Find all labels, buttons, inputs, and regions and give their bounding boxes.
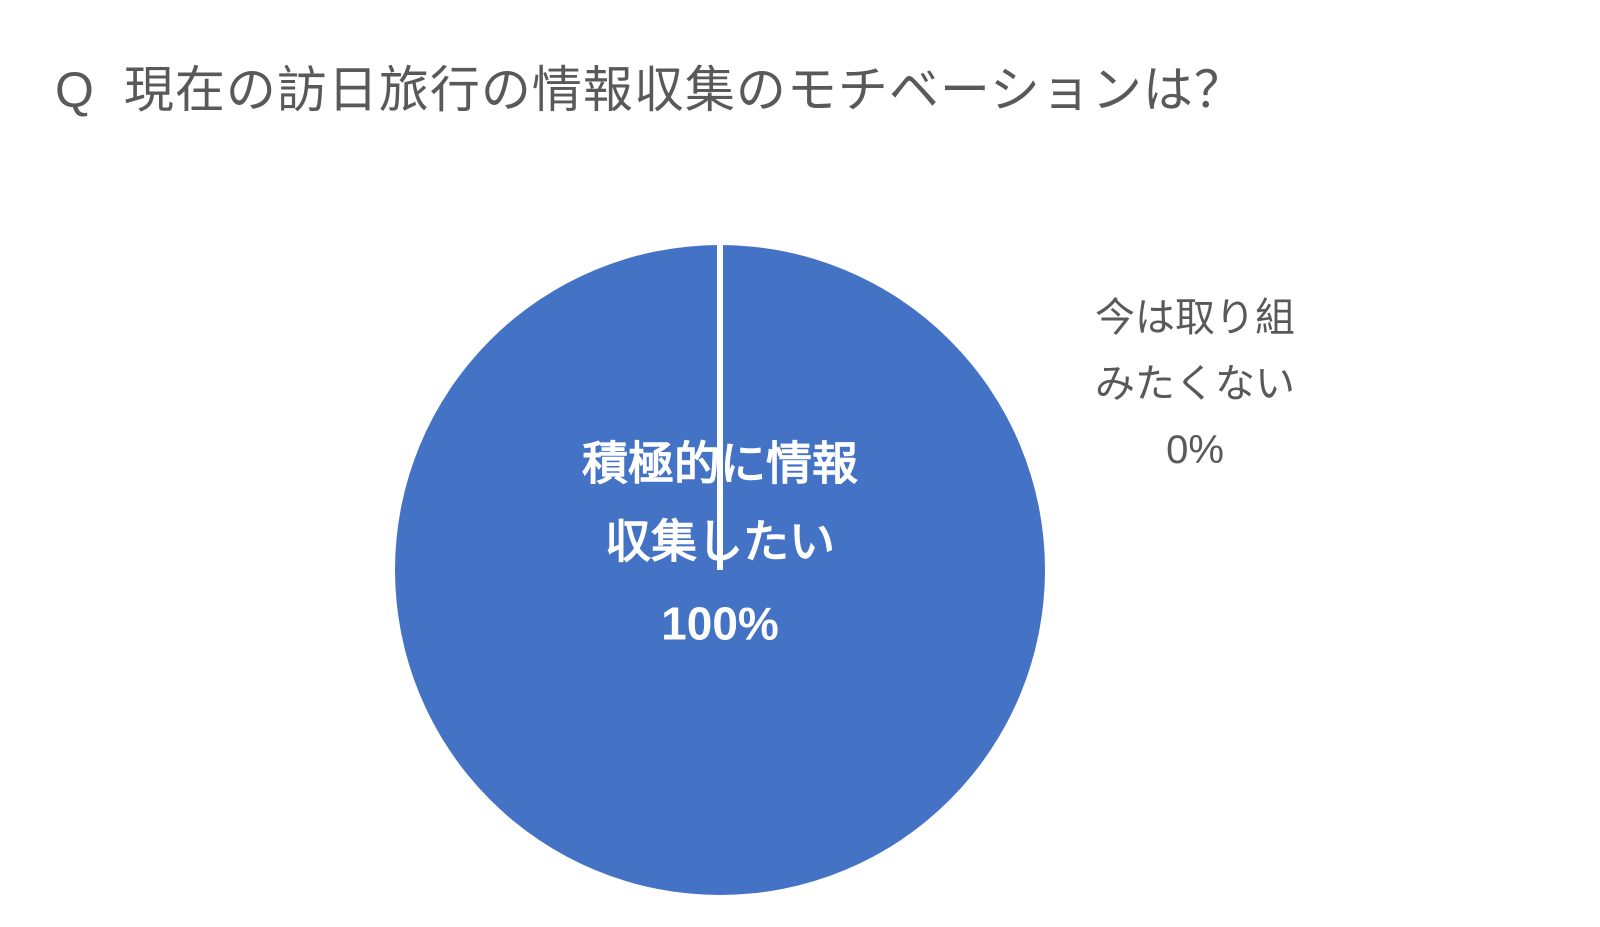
pie-chart: 積極的に情報 収集したい 100% (395, 245, 1045, 895)
center-label-line-1: 積極的に情報 (582, 425, 858, 503)
pie-side-label: 今は取り組 みたくない 0% (1095, 285, 1295, 483)
side-label-line-2: みたくない (1095, 351, 1295, 417)
pie-center-label: 積極的に情報 収集したい 100% (582, 425, 858, 664)
center-label-percent: 100% (582, 585, 858, 663)
side-label-percent: 0% (1095, 417, 1295, 483)
q-text: 現在の訪日旅行の情報収集のモチベーションは？ (124, 50, 1245, 122)
question-title: Q 現在の訪日旅行の情報収集のモチベーションは？ (55, 50, 1245, 122)
side-label-line-1: 今は取り組 (1095, 285, 1295, 351)
center-label-line-2: 収集したい (582, 503, 858, 581)
q-prefix: Q (55, 61, 94, 119)
